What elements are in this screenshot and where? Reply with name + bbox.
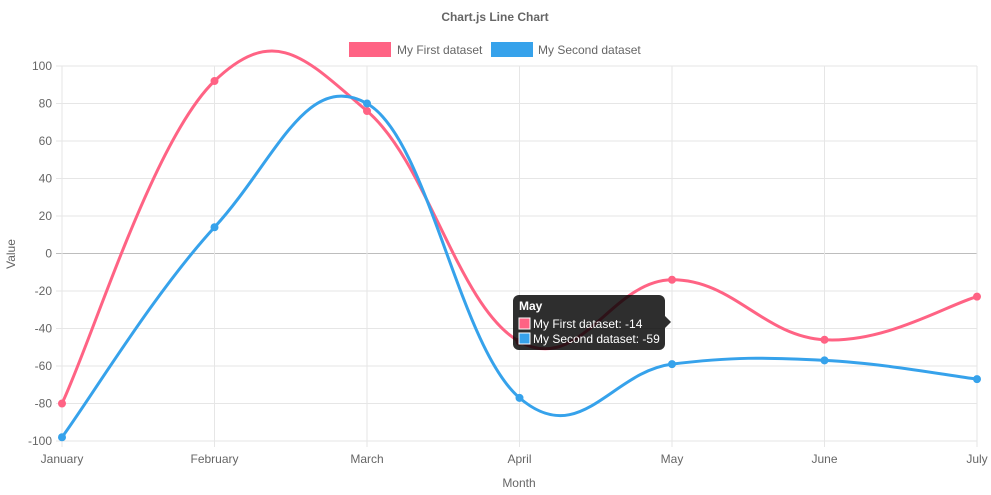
tooltip-box	[513, 295, 665, 350]
x-tick-label: January	[41, 452, 84, 466]
y-tick-label: 40	[39, 172, 53, 186]
tooltip: May My First dataset: -14 My Second data…	[513, 295, 671, 350]
tooltip-swatch-first	[518, 317, 531, 330]
data-point[interactable]	[363, 99, 371, 108]
data-point[interactable]	[820, 335, 829, 344]
legend: My First dataset My Second dataset	[349, 42, 641, 57]
grid	[56, 65, 978, 447]
tooltip-title: May	[519, 299, 543, 313]
x-tick-label: April	[507, 452, 531, 466]
x-axis-ticks: January February March April May June July	[41, 452, 988, 466]
x-tick-label: February	[190, 452, 238, 466]
y-tick-label: 0	[45, 247, 52, 261]
legend-item-first-dataset[interactable]: My First dataset	[349, 42, 483, 57]
tooltip-line-first: My First dataset: -14	[533, 317, 643, 331]
legend-swatch-second	[491, 42, 533, 57]
data-point[interactable]	[668, 275, 676, 284]
data-point[interactable]	[210, 223, 219, 232]
y-tick-label: -100	[28, 434, 52, 448]
series-line-1	[60, 49, 978, 405]
data-point[interactable]	[973, 375, 981, 384]
chart-title: Chart.js Line Chart	[441, 10, 548, 24]
x-tick-label: March	[350, 452, 383, 466]
legend-swatch-first	[349, 42, 391, 57]
data-point[interactable]	[58, 399, 66, 408]
data-point[interactable]	[515, 393, 524, 402]
y-tick-label: -20	[35, 284, 53, 298]
y-tick-label: 60	[39, 134, 53, 148]
tooltip-line-second: My Second dataset: -59	[533, 332, 660, 346]
x-tick-label: May	[661, 452, 684, 466]
legend-label-second: My Second dataset	[538, 43, 641, 57]
data-point[interactable]	[973, 292, 981, 301]
y-tick-label: 100	[32, 59, 52, 73]
x-tick-label: July	[966, 452, 987, 466]
legend-item-second-dataset[interactable]: My Second dataset	[491, 42, 641, 57]
data-point[interactable]	[210, 77, 219, 85]
series	[58, 49, 981, 442]
legend-label-first: My First dataset	[397, 43, 483, 57]
data-point[interactable]	[668, 360, 676, 369]
y-tick-label: 80	[39, 97, 53, 111]
data-point[interactable]	[58, 433, 66, 442]
y-tick-label: -40	[35, 322, 53, 336]
y-tick-label: 20	[39, 209, 53, 223]
x-axis-title: Month	[502, 476, 535, 490]
data-point[interactable]	[363, 107, 371, 115]
y-axis-title: Value	[4, 239, 18, 269]
x-tick-label: June	[811, 452, 837, 466]
tooltip-caret	[665, 316, 671, 328]
y-tick-label: -80	[35, 397, 53, 411]
data-point[interactable]	[820, 356, 829, 365]
tooltip-swatch-second	[518, 332, 531, 345]
y-tick-label: -60	[35, 359, 53, 373]
y-axis-ticks: 100 80 60 40 20 0 -20 -40 -60 -80 -100	[28, 59, 52, 448]
